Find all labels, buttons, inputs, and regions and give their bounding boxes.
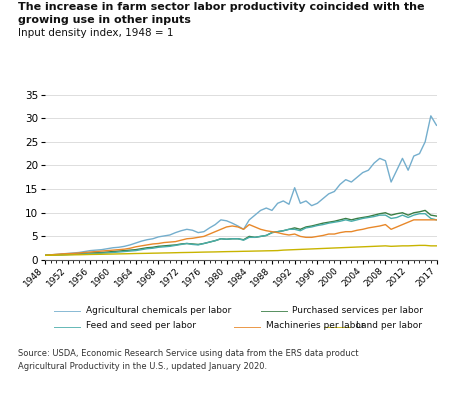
Text: Land per labor: Land per labor [356, 322, 422, 330]
Text: Input density index, 1948 = 1: Input density index, 1948 = 1 [18, 28, 174, 37]
Text: Feed and seed per labor: Feed and seed per labor [86, 322, 195, 330]
Text: Machineries per labor: Machineries per labor [266, 322, 364, 330]
Text: Agricultural Productivity in the U.S., updated January 2020.: Agricultural Productivity in the U.S., u… [18, 362, 267, 372]
Text: Purchased services per labor: Purchased services per labor [292, 306, 423, 314]
Text: Source: USDA, Economic Research Service using data from the ERS data product: Source: USDA, Economic Research Service … [18, 349, 359, 358]
Text: growing use in other inputs: growing use in other inputs [18, 15, 191, 24]
Text: Agricultural chemicals per labor: Agricultural chemicals per labor [86, 306, 231, 314]
Text: The increase in farm sector labor productivity coincided with the: The increase in farm sector labor produc… [18, 2, 424, 12]
